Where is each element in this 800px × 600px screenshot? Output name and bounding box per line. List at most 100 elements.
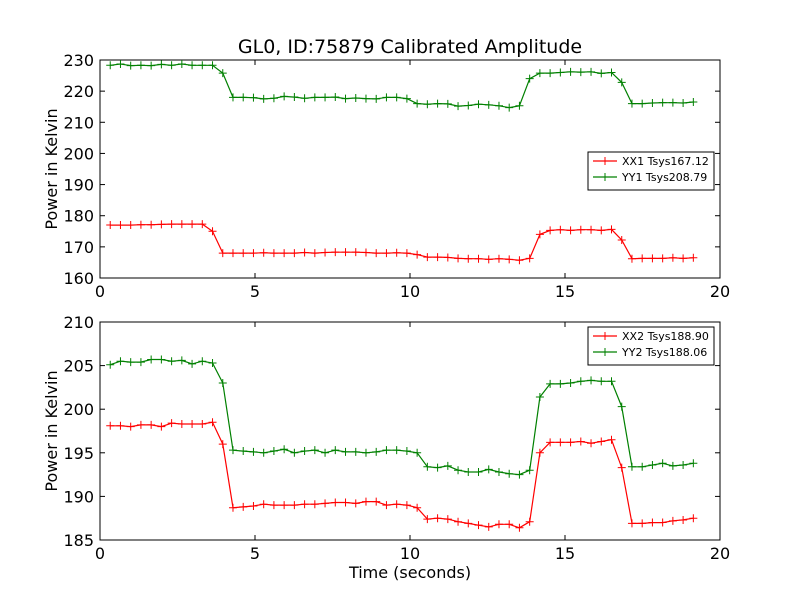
- data-point: [167, 220, 176, 229]
- data-point: [116, 60, 125, 69]
- data-point: [648, 461, 657, 470]
- x-tick-label: 15: [555, 282, 575, 301]
- legend: XX1 Tsys167.12 YY1 Tsys208.79: [587, 151, 715, 191]
- data-point: [331, 248, 340, 257]
- data-point: [208, 227, 217, 236]
- data-point: [525, 517, 534, 526]
- data-point: [607, 377, 616, 386]
- data-point: [689, 253, 698, 262]
- data-point: [392, 446, 401, 455]
- data-point: [136, 220, 145, 229]
- data-point: [147, 220, 156, 229]
- data-point: [464, 467, 473, 476]
- data-point: [484, 255, 493, 264]
- data-point: [402, 447, 411, 456]
- y-tick-label: 210: [63, 113, 94, 132]
- data-point: [147, 61, 156, 70]
- data-point: [648, 254, 657, 263]
- data-point: [157, 220, 166, 229]
- data-point: [689, 98, 698, 107]
- data-point: [597, 69, 606, 78]
- legend-marker: [601, 332, 609, 340]
- data-point: [443, 515, 452, 524]
- data-point: [321, 499, 330, 508]
- data-point: [474, 100, 483, 109]
- y-tick-label: 190: [63, 176, 94, 195]
- data-point: [535, 69, 544, 78]
- data-point: [188, 220, 197, 229]
- data-point: [576, 225, 585, 234]
- data-point: [341, 498, 350, 507]
- data-point: [126, 422, 135, 431]
- data-point: [648, 98, 657, 107]
- data-point: [239, 93, 248, 102]
- data-point: [382, 501, 391, 510]
- data-point: [259, 448, 268, 457]
- data-point: [638, 99, 647, 108]
- data-point: [413, 250, 422, 259]
- data-point: [413, 503, 422, 512]
- data-point: [310, 93, 319, 102]
- data-point: [556, 225, 565, 234]
- data-point: [668, 516, 677, 525]
- data-point: [638, 462, 647, 471]
- data-point: [494, 101, 503, 110]
- legend-marker: [601, 173, 609, 181]
- y-tick-label: 160: [63, 269, 94, 288]
- legend-entry: YY2 Tsys188.06: [593, 346, 707, 359]
- data-point: [177, 356, 186, 365]
- data-point: [576, 377, 585, 386]
- data-point: [402, 94, 411, 103]
- data-point: [269, 249, 278, 258]
- data-point: [351, 93, 360, 102]
- data-point: [392, 93, 401, 102]
- data-point: [249, 447, 258, 456]
- data-point: [280, 249, 289, 258]
- x-tick-label: 10: [400, 544, 420, 563]
- data-point: [566, 226, 575, 235]
- y-tick-label: 205: [63, 357, 94, 376]
- y-tick-label: 220: [63, 82, 94, 101]
- data-point: [566, 438, 575, 447]
- data-point: [382, 446, 391, 455]
- data-point: [617, 78, 626, 87]
- data-point: [392, 248, 401, 257]
- data-point: [351, 499, 360, 508]
- data-point: [280, 92, 289, 101]
- data-point: [587, 225, 596, 234]
- data-point: [433, 463, 442, 472]
- data-point: [198, 61, 207, 70]
- data-point: [372, 447, 381, 456]
- data-point: [321, 248, 330, 257]
- data-point: [239, 249, 248, 258]
- data-point: [157, 422, 166, 431]
- data-point: [300, 447, 309, 456]
- data-point: [525, 74, 534, 83]
- data-point: [136, 420, 145, 429]
- data-point: [331, 446, 340, 455]
- data-point: [136, 61, 145, 70]
- data-point: [157, 60, 166, 69]
- data-point: [515, 256, 524, 265]
- y-tick-label: 200: [63, 400, 94, 419]
- data-point: [494, 254, 503, 263]
- data-point: [331, 498, 340, 507]
- data-point: [249, 249, 258, 258]
- data-point: [464, 254, 473, 263]
- data-point: [454, 466, 463, 475]
- data-point: [433, 514, 442, 523]
- data-point: [198, 420, 207, 429]
- data-point: [505, 103, 514, 112]
- y-tick-label: 185: [63, 531, 94, 550]
- data-point: [290, 448, 299, 457]
- data-point: [658, 518, 667, 527]
- data-point: [627, 462, 636, 471]
- data-point: [188, 359, 197, 368]
- data-point: [443, 461, 452, 470]
- data-point: [556, 68, 565, 77]
- x-tick-label: 20: [710, 282, 730, 301]
- data-point: [566, 379, 575, 388]
- data-point: [218, 249, 227, 258]
- data-point: [177, 60, 186, 69]
- data-point: [464, 519, 473, 528]
